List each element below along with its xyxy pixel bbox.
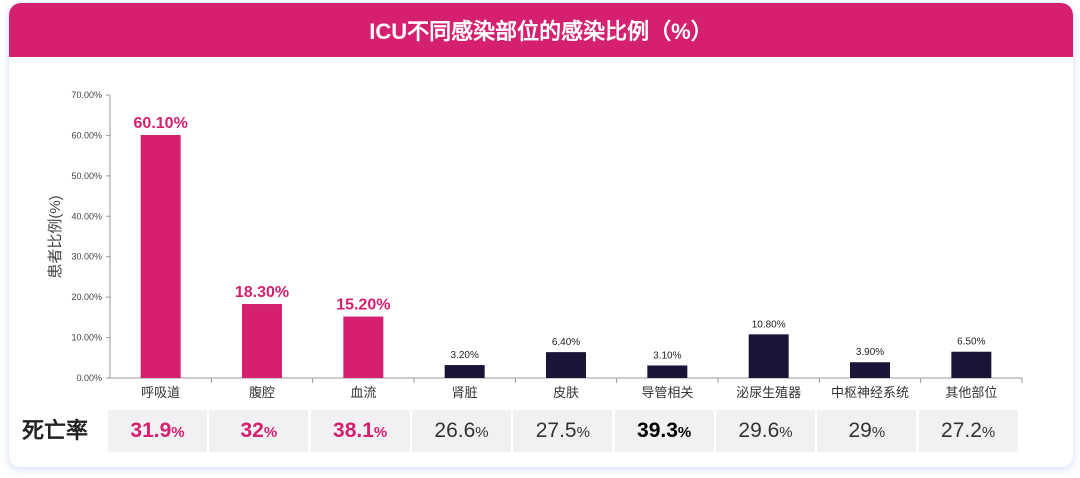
y-tick-label: 50.00% [71,171,102,181]
bar [140,135,181,378]
x-tick-label: 肾脏 [452,385,478,400]
bar [748,334,789,378]
mortality-value: 27.2 [941,419,982,442]
mortality-unit: % [475,424,489,441]
mortality-cell: 29.6% [716,410,815,452]
mortality-value: 27.5 [535,419,577,442]
mortality-unit: % [263,424,278,441]
x-tick-label: 导管相关 [641,385,693,400]
mortality-value: 31.9 [130,419,172,442]
mortality-unit: % [677,424,692,441]
data-label: 18.30% [235,284,289,301]
x-tick-label: 中枢神经系统 [831,385,909,400]
bar [850,362,890,378]
x-tick-label: 腹腔 [249,385,275,400]
mortality-value: 29 [848,419,872,442]
data-label: 15.20% [336,297,390,314]
mortality-unit: % [171,424,185,441]
mortality-cell: 27.2% [918,410,1018,452]
x-tick-label: 其他部位 [945,385,997,400]
data-label: 3.90% [856,347,884,358]
data-label: 6.40% [552,337,580,348]
bar [343,316,384,378]
data-label: 6.50% [957,337,985,348]
mortality-value: 38.1 [333,419,374,442]
x-tick-label: 泌尿生殖器 [736,385,801,400]
bar [951,351,992,378]
mortality-unit: % [779,424,793,441]
mortality-cell: 38.1% [310,410,410,452]
mortality-cell: 32% [209,410,309,452]
y-tick-label: 70.00% [71,90,102,100]
mortality-unit: % [871,424,886,441]
y-tick-label: 20.00% [71,292,102,302]
bar [444,365,485,378]
mortality-cell: 31.9% [108,410,207,452]
y-tick-label: 10.00% [71,333,102,343]
data-label: 60.10% [134,115,188,132]
mortality-cell: 26.6% [412,410,511,452]
mortality-value: 29.6 [738,419,780,442]
x-tick-label: 皮肤 [553,385,579,400]
data-label: 10.80% [752,319,786,330]
bar [647,365,688,378]
x-tick-label: 血流 [350,385,376,400]
x-tick-label: 呼吸道 [141,385,180,400]
mortality-value: 32 [240,419,264,442]
bar [546,352,586,378]
mortality-cell: 29% [817,410,917,452]
chart-title: ICU不同感染部位的感染比例（%） [9,3,1073,57]
y-axis-label: 患者比例(%) [47,195,64,278]
mortality-value: 26.6 [434,419,476,442]
mortality-unit: % [981,424,996,441]
chart-card: ICU不同感染部位的感染比例（%） [8,2,1074,468]
y-tick-label: 40.00% [71,211,102,221]
y-tick-label: 30.00% [71,252,102,262]
mortality-value: 39.3 [637,419,678,442]
y-tick-label: 0.00% [76,373,102,383]
y-tick-label: 60.00% [71,130,102,140]
mortality-row: 死亡率 31.9% 32% 38.1% 26.6% 27.5% 39.3% 29.6% 29%… [0,410,1080,452]
bar [242,304,282,378]
mortality-unit: % [373,424,388,441]
data-label: 3.10% [653,350,681,361]
mortality-unit: % [576,424,590,441]
mortality-cell: 27.5% [513,410,613,452]
data-label: 3.20% [450,350,478,361]
mortality-label: 死亡率 [22,418,89,443]
mortality-cell: 39.3% [614,410,714,452]
